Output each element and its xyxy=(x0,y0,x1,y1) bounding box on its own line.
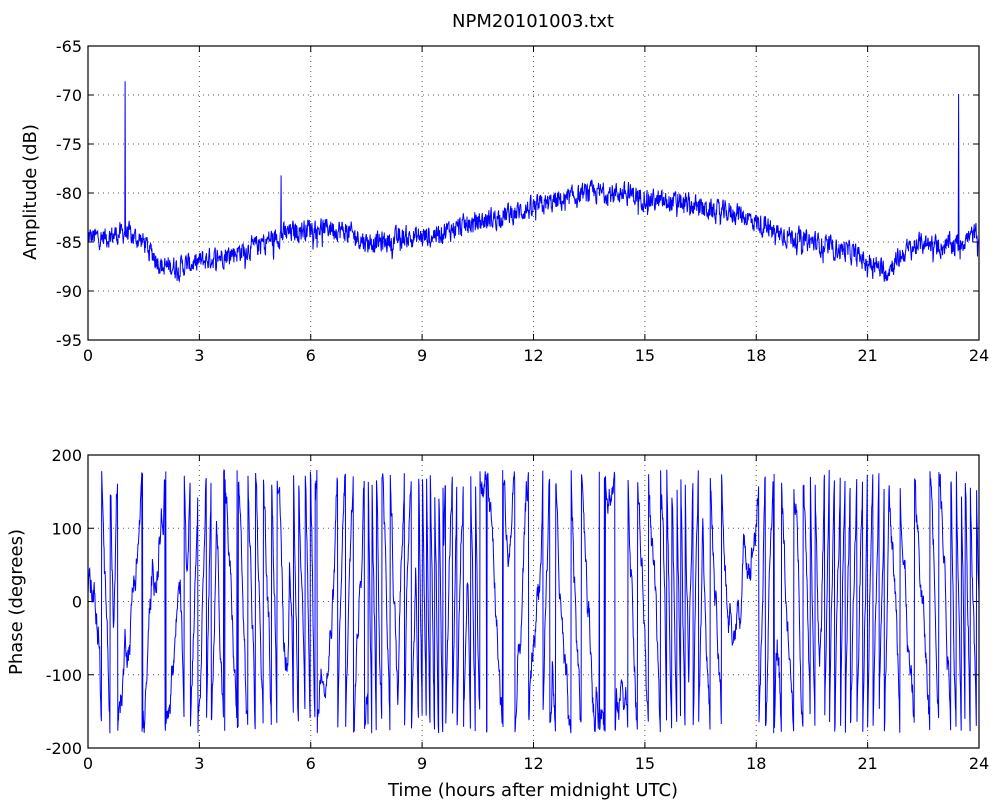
amplitude-x-tick-label: 9 xyxy=(417,346,427,365)
chart-title: NPM20101003.txt xyxy=(452,11,614,32)
amplitude-panel: 0 3 6 9 12 15 18 21 24 -65 -70 -75 -80 -85 -90 -95 xyxy=(56,37,989,365)
phase-series-line xyxy=(87,469,980,734)
phase-panel: 0 3 6 9 12 15 18 21 24 200 100 0 -100 -200 xyxy=(46,446,989,773)
amplitude-y-tick-label: -80 xyxy=(56,184,82,203)
amplitude-y-tick-label: -75 xyxy=(56,135,82,154)
amplitude-series-line xyxy=(87,81,980,283)
amplitude-x-tick-label: 3 xyxy=(194,346,204,365)
phase-x-tick-label: 0 xyxy=(83,754,93,773)
amplitude-y-tick-label: -70 xyxy=(56,86,82,105)
phase-x-tick-label: 24 xyxy=(969,754,989,773)
amplitude-y-tick-label: -85 xyxy=(56,233,82,252)
amplitude-axes-frame xyxy=(87,45,980,341)
phase-y-tick-label: 0 xyxy=(72,593,82,612)
phase-x-tick-label: 3 xyxy=(194,754,204,773)
phase-axes-frame xyxy=(87,454,980,749)
phase-x-tick-label: 9 xyxy=(417,754,427,773)
amplitude-y-axis-label: Amplitude (dB) xyxy=(20,124,41,260)
amplitude-y-tick-label: -65 xyxy=(56,37,82,56)
phase-x-axis-label: Time (hours after midnight UTC) xyxy=(387,780,678,801)
amplitude-x-tick-label: 21 xyxy=(857,346,877,365)
phase-x-tick-label: 21 xyxy=(857,754,877,773)
phase-x-tick-label: 6 xyxy=(306,754,316,773)
amplitude-y-tick-label: -95 xyxy=(56,331,82,350)
phase-x-tick-label: 15 xyxy=(635,754,655,773)
amplitude-x-tick-label: 18 xyxy=(746,346,766,365)
phase-x-tick-label: 18 xyxy=(746,754,766,773)
phase-y-tick-label: 100 xyxy=(51,519,82,538)
phase-y-tick-label: -100 xyxy=(46,666,82,685)
amplitude-x-tick-label: 24 xyxy=(969,346,989,365)
amplitude-y-tick-label: -90 xyxy=(56,282,82,301)
amplitude-x-tick-label: 12 xyxy=(523,346,543,365)
amplitude-x-tick-label: 6 xyxy=(306,346,316,365)
phase-y-tick-label: -200 xyxy=(46,739,82,758)
phase-x-tick-label: 12 xyxy=(523,754,543,773)
amplitude-x-tick-label: 15 xyxy=(635,346,655,365)
phase-y-axis-label: Phase (degrees) xyxy=(6,529,27,675)
amplitude-x-tick-label: 0 xyxy=(83,346,93,365)
phase-y-tick-label: 200 xyxy=(51,446,82,465)
